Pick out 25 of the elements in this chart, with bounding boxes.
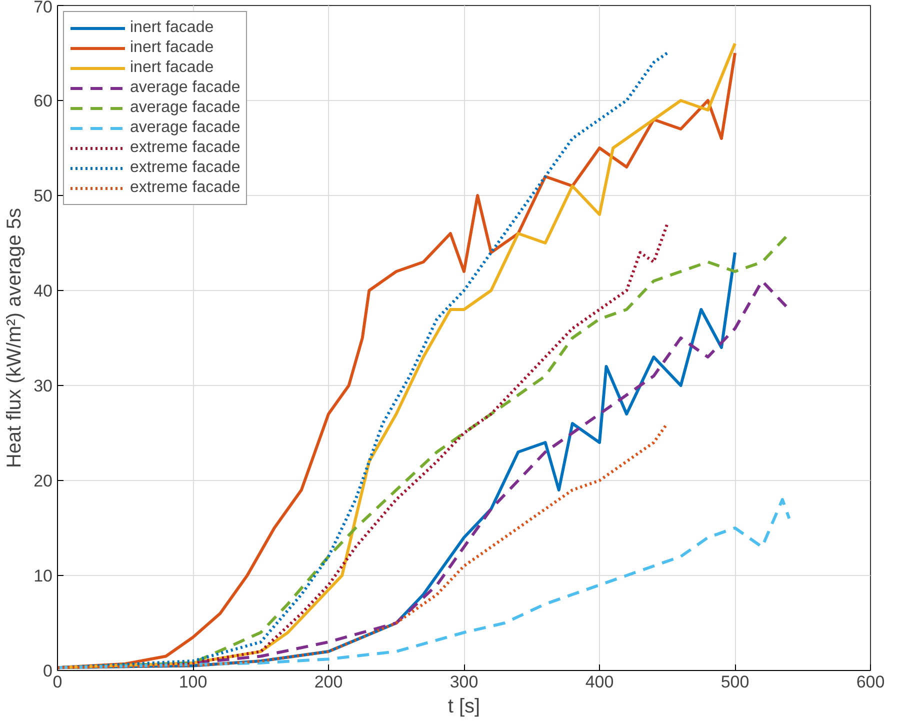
legend-label: extreme facade xyxy=(130,139,240,157)
x-tick-label: 400 xyxy=(585,672,614,692)
y-tick-label: 30 xyxy=(34,376,53,396)
legend-label: extreme facade xyxy=(130,159,240,177)
x-tick-label: 500 xyxy=(720,672,750,692)
legend-label: extreme facade xyxy=(130,179,240,197)
y-tick-label: 70 xyxy=(34,0,53,16)
legend-label: inert facade xyxy=(130,19,214,37)
x-tick-label: 100 xyxy=(178,672,208,692)
x-axis-title: t [s] xyxy=(448,696,480,718)
legend-label: average facade xyxy=(130,99,240,117)
legend-label: average facade xyxy=(130,79,240,97)
y-tick-label: 10 xyxy=(34,566,53,586)
x-tick-label: 200 xyxy=(314,672,343,692)
legend-label: average facade xyxy=(130,119,240,137)
y-tick-label: 20 xyxy=(34,472,53,490)
line-series xyxy=(58,498,791,670)
y-tick-label: 50 xyxy=(34,186,53,206)
y-axis-title: Heat flux (kW/m²) average 5s xyxy=(4,208,26,468)
y-tick-label: 60 xyxy=(34,92,53,110)
legend-label: inert facade xyxy=(130,59,214,77)
x-tick-label: 600 xyxy=(856,672,885,692)
legend-label: inert facade xyxy=(130,39,214,57)
x-tick-label: 300 xyxy=(450,672,478,692)
y-tick-label: 40 xyxy=(34,282,53,300)
